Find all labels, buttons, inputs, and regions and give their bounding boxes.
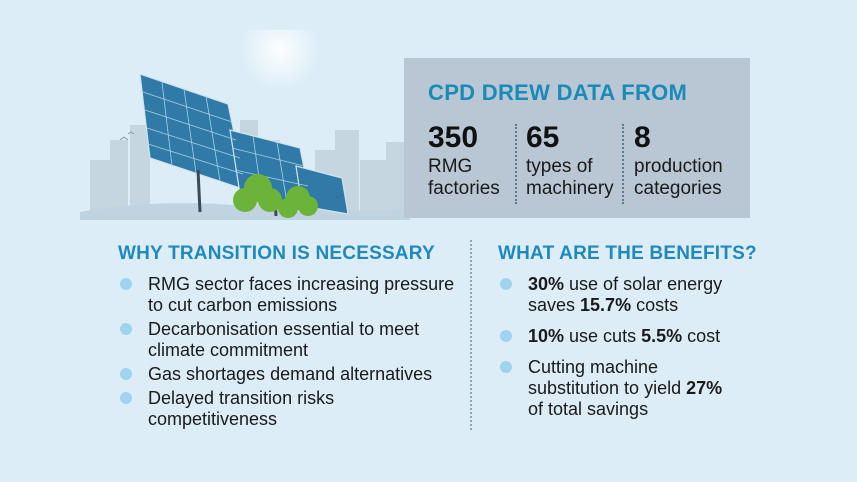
highlight-value: 27% (686, 378, 723, 398)
list-item: 30% use of solar energy saves 15.7% cost… (498, 274, 748, 316)
stats-panel: CPD DREW DATA FROM 350 RMG factories 65 … (404, 58, 750, 218)
benefits-list: 30% use of solar energy saves 15.7% cost… (498, 274, 748, 430)
stat-machinery: 65 types of machinery (526, 122, 614, 200)
list-item: Decarbonisation essential to meet climat… (118, 319, 463, 361)
stat-divider (622, 124, 624, 204)
stat-number: 8 (634, 121, 651, 154)
highlight-value: 15.7% (580, 295, 632, 315)
list-item-text: to cut carbon emissions (148, 295, 338, 315)
list-item-text: saves (528, 295, 581, 315)
list-item-text: Gas shortages demand alternatives (148, 364, 433, 384)
list-item-text: Decarbonisation essential to meet (148, 319, 420, 339)
list-item: 10% use cuts 5.5% cost (498, 326, 748, 347)
list-item: Gas shortages demand alternatives (118, 364, 463, 385)
column-divider (470, 240, 472, 430)
stat-divider (515, 124, 517, 204)
list-item-text: substitution to yield (528, 378, 687, 398)
stat-label: categories (634, 178, 722, 199)
tree-icon (233, 174, 318, 218)
highlight-value: 10% (528, 326, 565, 346)
why-transition-heading: WHY TRANSITION IS NECESSARY (118, 243, 435, 264)
list-item-text: costs (631, 295, 679, 315)
list-item-text: Cutting machine (528, 357, 659, 377)
list-item: RMG sector faces increasing pressure to … (118, 274, 463, 316)
stat-label: machinery (526, 178, 614, 199)
solar-panel-illustration (80, 30, 410, 220)
reasons-list: RMG sector faces increasing pressure to … (118, 274, 463, 433)
list-item-text: climate commitment (148, 340, 309, 360)
stat-categories: 8 production categories (634, 122, 723, 200)
stat-factories: 350 RMG factories (428, 122, 500, 200)
list-item-text: competitiveness (148, 409, 278, 429)
list-item-text: Delayed transition risks (148, 388, 335, 408)
stat-label: production (634, 156, 723, 177)
list-item-text: of total savings (528, 399, 649, 419)
list-item: Delayed transition risks competitiveness (118, 388, 463, 430)
stat-number: 350 (428, 121, 479, 154)
list-item-text: use of solar energy (564, 274, 723, 294)
stats-title: CPD DREW DATA FROM (428, 80, 688, 105)
stat-label: RMG (428, 156, 473, 177)
highlight-value: 30% (528, 274, 565, 294)
list-item-text: cost (682, 326, 721, 346)
benefits-heading: WHAT ARE THE BENEFITS? (498, 243, 757, 264)
list-item-text: use cuts (564, 326, 642, 346)
list-item: Cutting machine substitution to yield 27… (498, 357, 748, 420)
sun-glow (240, 30, 320, 90)
stat-label: factories (428, 178, 500, 199)
stat-label: types of (526, 156, 593, 177)
highlight-value: 5.5% (641, 326, 683, 346)
list-item-text: RMG sector faces increasing pressure (148, 274, 455, 294)
stat-number: 65 (526, 121, 560, 154)
